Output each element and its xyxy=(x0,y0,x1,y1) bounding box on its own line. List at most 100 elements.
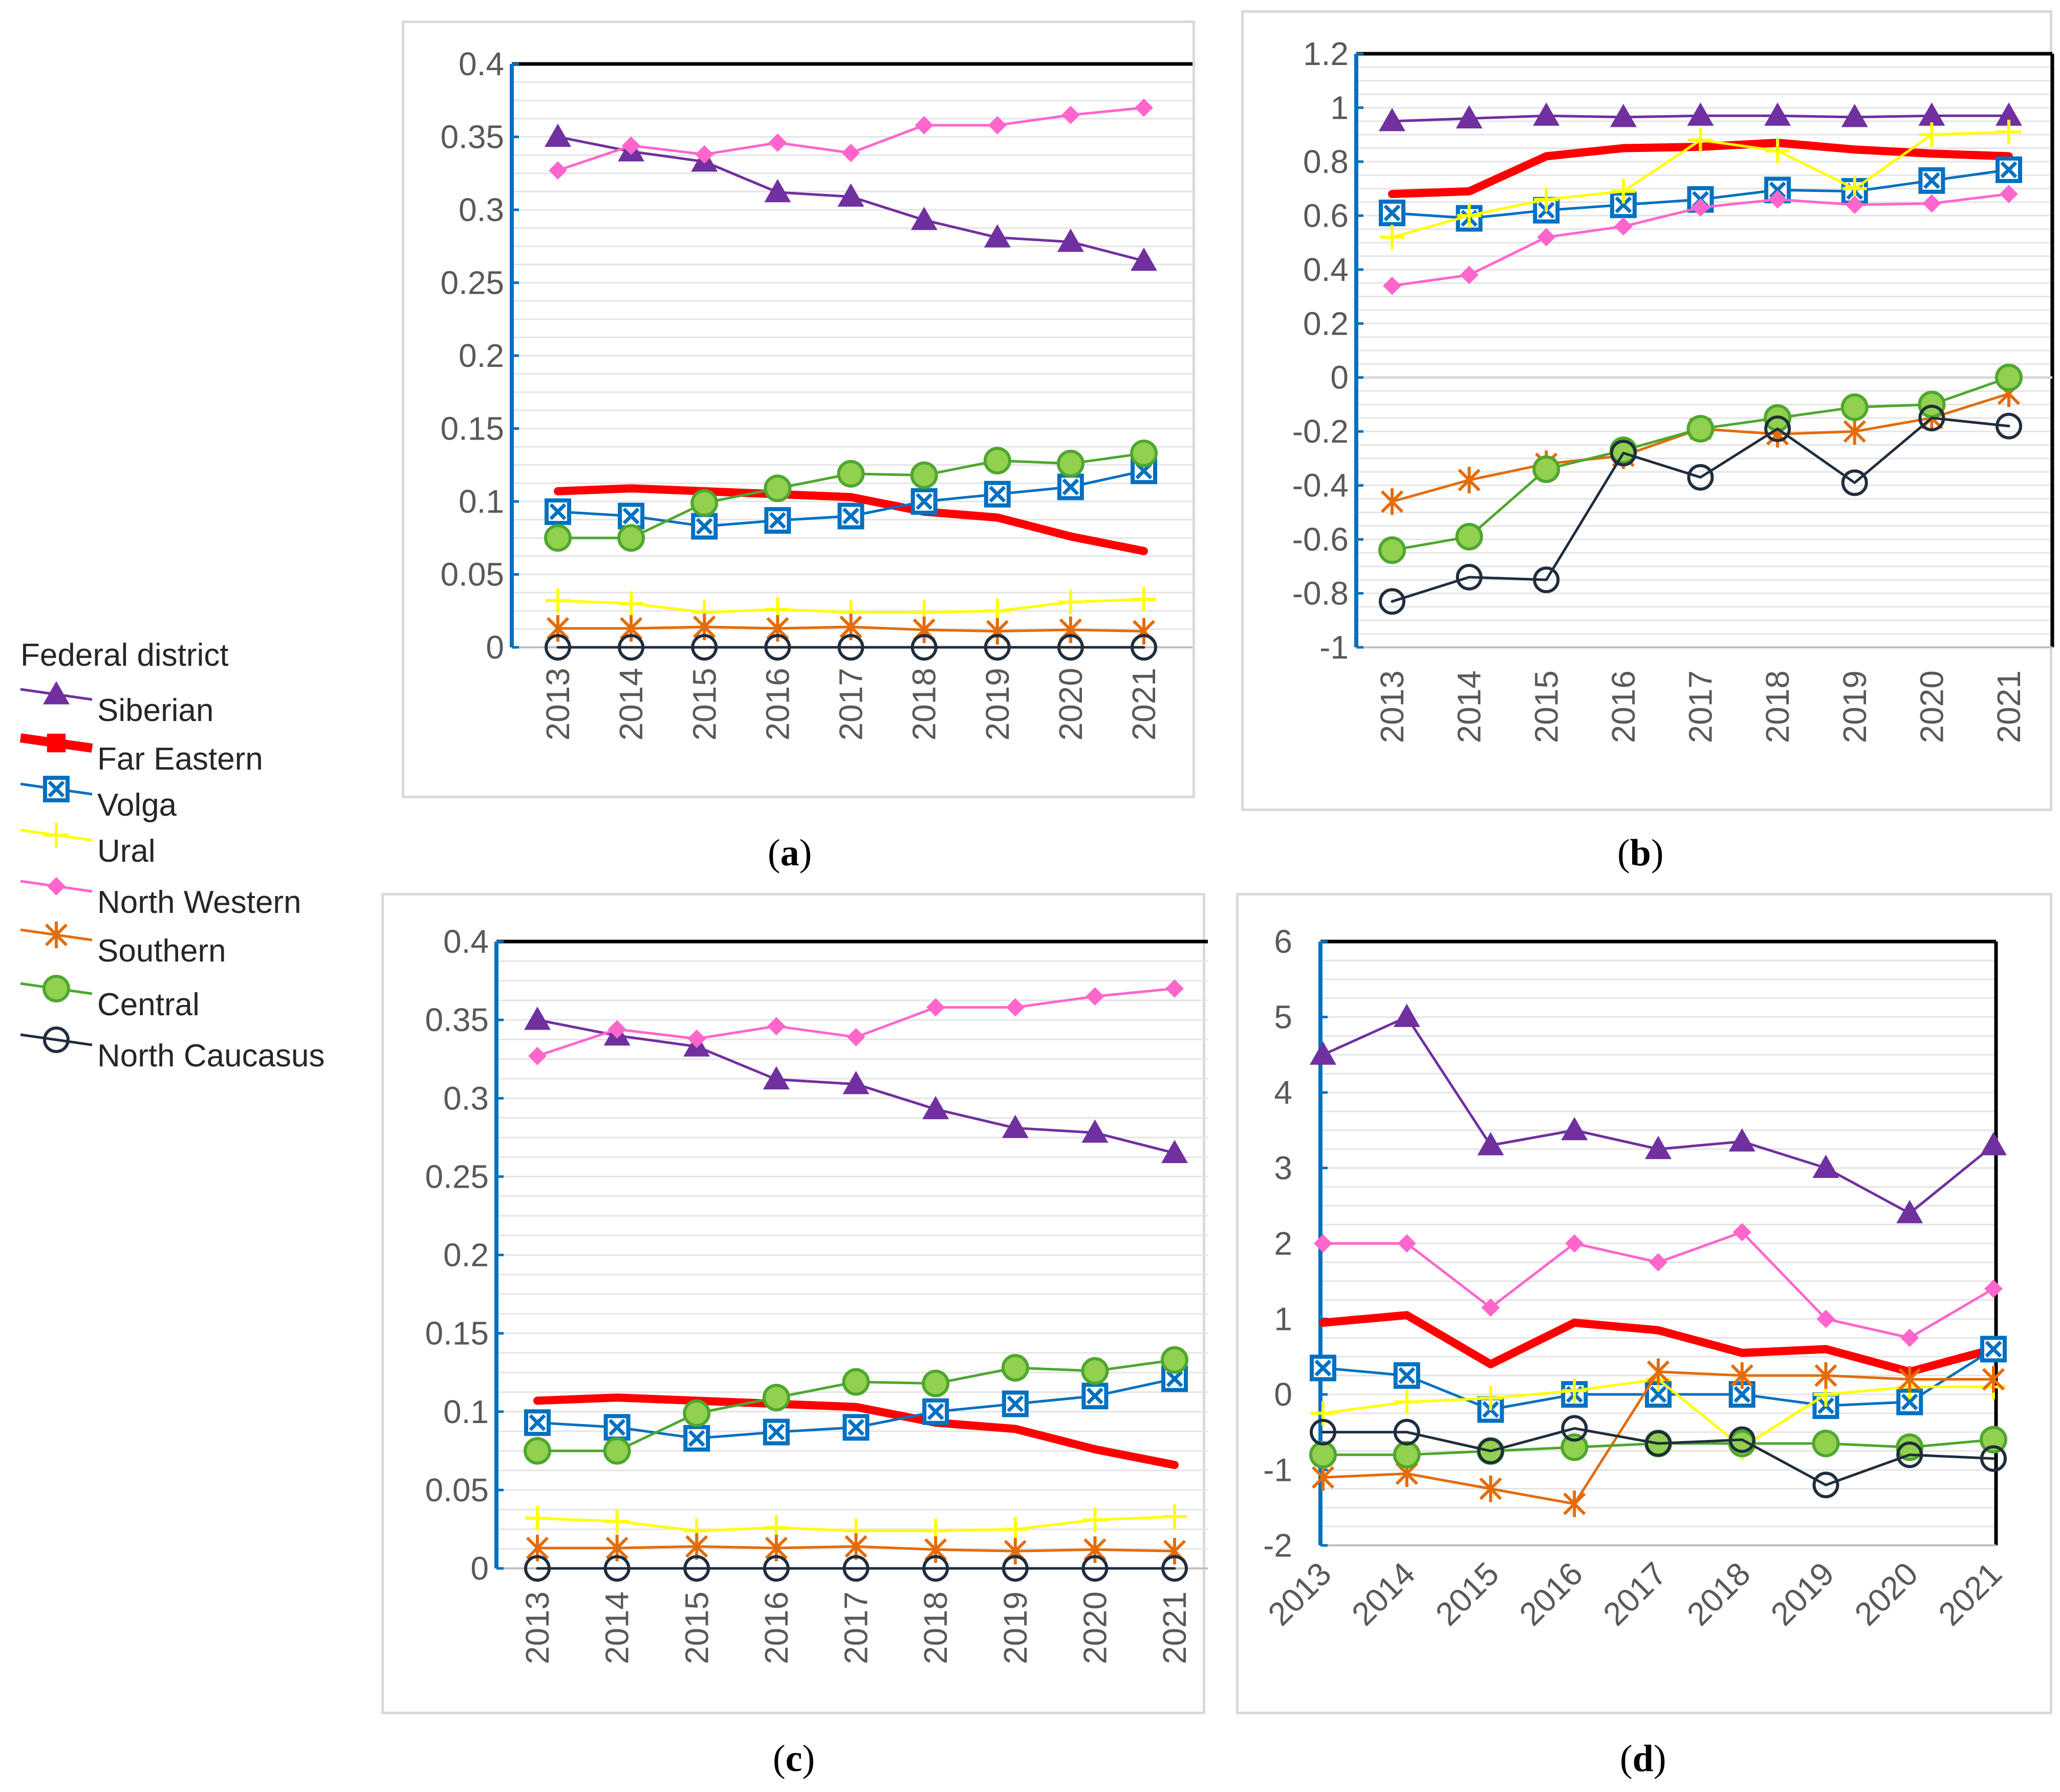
y-tick-label: -0.8 xyxy=(1292,575,1349,612)
data-point-north-caucasus xyxy=(1161,1555,1188,1582)
data-point-ural xyxy=(1380,225,1404,250)
data-point-siberian xyxy=(1645,1135,1672,1160)
data-point-north-western xyxy=(1922,194,1941,213)
data-point-north-caucasus xyxy=(763,1555,790,1582)
x-tick-label: 2017 xyxy=(833,668,870,740)
chart-b-svg: -1 -0.8 -0.6 -0.4 -0.2 0 0.2 0.4 0.6 0.8 1 1.2 2013 2… xyxy=(1292,35,2054,743)
x-tick-label: 2019 xyxy=(1764,1555,1841,1633)
data-point-central xyxy=(1812,1429,1840,1457)
data-point-southern xyxy=(620,615,643,642)
series-far-eastern xyxy=(554,484,1148,555)
data-point-siberian xyxy=(1533,102,1560,126)
data-point-central xyxy=(1001,1354,1029,1382)
data-point-siberian xyxy=(1896,1200,1923,1223)
y-tick-label: 0.8 xyxy=(1303,143,1349,180)
series-line-far-eastern xyxy=(1319,1311,1998,1376)
data-point-north-caucasus xyxy=(691,634,718,661)
data-point-central xyxy=(1161,1346,1188,1374)
x-tick-label: 2015 xyxy=(686,668,723,740)
data-point-siberian xyxy=(1841,103,1868,127)
data-point-central xyxy=(683,1399,711,1427)
legend-label-southern: Southern xyxy=(97,933,226,969)
legend: Federal district Siberian Far Eastern Volg… xyxy=(15,637,374,1149)
y-tick-label: 0 xyxy=(470,1550,489,1587)
x-tick-label: 2018 xyxy=(1680,1555,1758,1633)
data-point-central xyxy=(1560,1433,1589,1461)
data-point-volga xyxy=(1918,167,1945,194)
y-tick-label: 0.1 xyxy=(459,483,504,520)
y-tick-label: -1 xyxy=(1319,629,1349,666)
x-tick-label: 2015 xyxy=(1428,1555,1506,1633)
data-point-siberian xyxy=(1477,1132,1504,1155)
data-point-volga xyxy=(683,1425,710,1452)
data-point-north-western xyxy=(1135,98,1153,117)
legend-swatch-ural xyxy=(20,823,93,847)
series-volga xyxy=(1310,1336,2007,1423)
data-point-volga xyxy=(1310,1354,1336,1382)
chart-c-svg: 0 0.05 0.1 0.15 0.2 0.25 0.3 0.35 0.4 2013 2014 201… xyxy=(425,923,1208,1664)
data-point-ural xyxy=(1394,1389,1419,1414)
data-point-north-caucasus xyxy=(1918,404,1945,431)
data-point-north-western xyxy=(1165,979,1184,998)
x-tick-label: 2019 xyxy=(979,668,1016,740)
x-tick-label: 2016 xyxy=(759,668,796,740)
y-tick-label: -2 xyxy=(1263,1527,1292,1564)
data-point-siberian xyxy=(763,1066,790,1089)
data-point-ural xyxy=(1997,119,2021,144)
caption-d: (d) xyxy=(1620,1738,1666,1780)
data-point-central xyxy=(1378,536,1406,564)
x-tick-label: 2019 xyxy=(1836,670,1873,743)
data-point-volga xyxy=(1002,1390,1029,1417)
data-point-ural xyxy=(1003,1517,1028,1542)
series-line-far-eastern xyxy=(533,1393,1179,1469)
series-north-western xyxy=(549,98,1153,180)
data-point-north-caucasus xyxy=(1002,1555,1029,1582)
data-point-north-caucasus xyxy=(1687,464,1714,491)
data-point-southern xyxy=(1458,467,1481,494)
series-far-eastern xyxy=(1319,1311,1998,1376)
data-point-north-western xyxy=(1816,1309,1835,1328)
data-point-volga xyxy=(837,502,864,530)
y-tick-label: 0.2 xyxy=(459,337,504,374)
data-point-siberian xyxy=(545,123,571,147)
data-point-siberian xyxy=(910,206,938,230)
series-north-western xyxy=(1314,1222,2003,1347)
data-point-central xyxy=(690,489,719,517)
data-point-central xyxy=(1918,390,1946,419)
data-point-central xyxy=(837,460,865,488)
data-point-north-caucasus xyxy=(1561,1415,1588,1442)
data-point-north-western xyxy=(622,136,641,155)
data-point-ural xyxy=(1478,1386,1503,1411)
data-point-siberian xyxy=(1918,102,1945,126)
data-point-north-caucasus xyxy=(910,634,938,661)
legend-label-far-eastern: Far Eastern xyxy=(97,741,263,777)
data-point-north-caucasus xyxy=(984,634,1011,661)
data-point-north-caucasus xyxy=(545,634,571,661)
x-tick-label: 2020 xyxy=(1052,668,1089,740)
x-tick-label: 2018 xyxy=(917,1591,954,1664)
legend-item-north-western: North Western xyxy=(15,870,374,921)
data-point-volga xyxy=(603,1414,631,1441)
data-point-ural xyxy=(1562,1378,1587,1403)
data-point-north-western xyxy=(2000,185,2018,204)
data-point-central xyxy=(617,524,645,552)
data-point-central xyxy=(1056,449,1085,477)
data-point-north-western xyxy=(1397,1234,1416,1253)
data-point-siberian xyxy=(764,179,791,203)
data-point-siberian xyxy=(1764,102,1791,126)
y-tick-label: -1 xyxy=(1263,1452,1292,1489)
data-point-north-caucasus xyxy=(1896,1441,1923,1468)
y-tick-label: 0.05 xyxy=(425,1472,489,1509)
y-tick-label: 0.25 xyxy=(440,265,504,301)
data-point-volga xyxy=(1896,1388,1923,1415)
y-tick-label: 0.15 xyxy=(440,410,504,447)
data-point-ural xyxy=(619,591,644,616)
data-point-siberian xyxy=(1161,1140,1188,1163)
legend-label-north-western: North Western xyxy=(97,885,301,920)
series-southern xyxy=(1311,1358,2005,1517)
legend-item-southern: Southern xyxy=(15,919,374,970)
data-point-north-caucasus xyxy=(1610,440,1637,467)
series-ural xyxy=(1380,119,2021,250)
series-line-far-eastern xyxy=(554,484,1148,555)
chart-panel-c: 0 0.05 0.1 0.15 0.2 0.25 0.3 0.35 0.4 2013 2014 201… xyxy=(381,893,1208,1714)
